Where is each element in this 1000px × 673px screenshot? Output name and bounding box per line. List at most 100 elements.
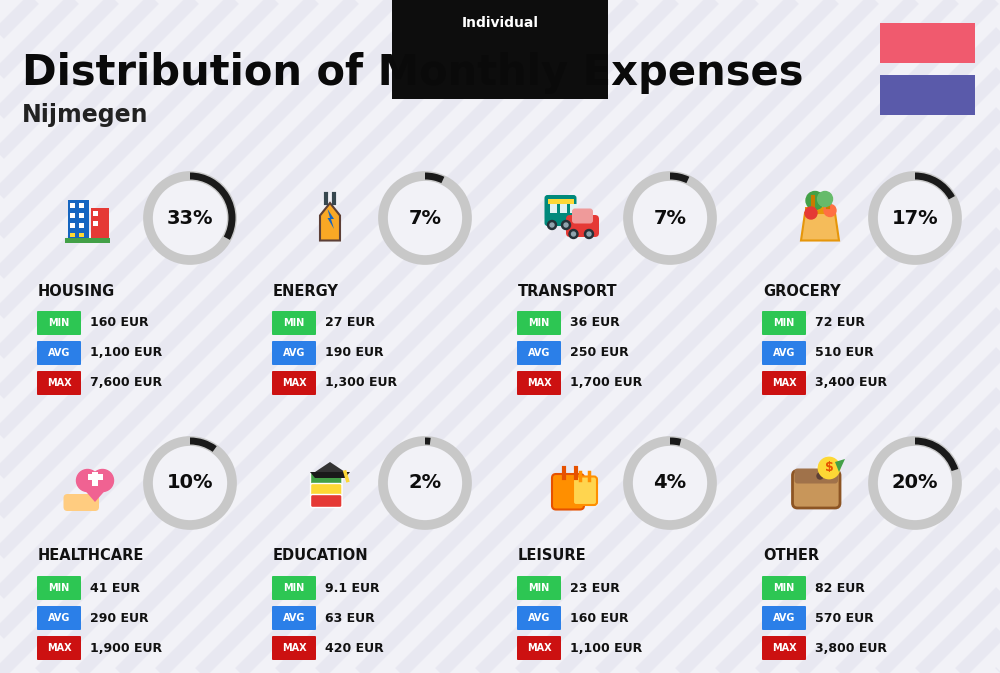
- FancyBboxPatch shape: [566, 215, 599, 237]
- Circle shape: [824, 205, 836, 217]
- Text: LEISURE: LEISURE: [518, 548, 587, 563]
- Text: 290 EUR: 290 EUR: [90, 612, 149, 625]
- Text: 250 EUR: 250 EUR: [570, 347, 629, 359]
- Text: 41 EUR: 41 EUR: [90, 581, 140, 594]
- FancyBboxPatch shape: [880, 23, 975, 63]
- Wedge shape: [425, 437, 431, 445]
- FancyBboxPatch shape: [548, 199, 574, 204]
- Text: MAX: MAX: [47, 378, 71, 388]
- Text: MAX: MAX: [772, 378, 796, 388]
- Text: HEALTHCARE: HEALTHCARE: [38, 548, 144, 563]
- Text: AVG: AVG: [773, 613, 795, 623]
- Polygon shape: [320, 203, 340, 240]
- Circle shape: [876, 180, 954, 256]
- Text: AVG: AVG: [773, 348, 795, 358]
- FancyBboxPatch shape: [79, 213, 84, 218]
- FancyBboxPatch shape: [794, 468, 838, 483]
- Text: MIN: MIN: [528, 583, 550, 593]
- FancyBboxPatch shape: [65, 238, 110, 243]
- Text: 63 EUR: 63 EUR: [325, 612, 375, 625]
- Circle shape: [386, 180, 464, 256]
- Text: 7%: 7%: [654, 209, 686, 227]
- Circle shape: [572, 232, 576, 236]
- FancyBboxPatch shape: [572, 209, 593, 223]
- Text: AVG: AVG: [283, 348, 305, 358]
- Polygon shape: [328, 209, 334, 229]
- Text: 1,100 EUR: 1,100 EUR: [90, 347, 162, 359]
- FancyBboxPatch shape: [93, 221, 98, 226]
- FancyBboxPatch shape: [517, 606, 561, 630]
- Text: 160 EUR: 160 EUR: [90, 316, 149, 330]
- Circle shape: [562, 221, 570, 229]
- FancyBboxPatch shape: [70, 223, 75, 228]
- FancyBboxPatch shape: [880, 75, 975, 115]
- Text: 23 EUR: 23 EUR: [570, 581, 620, 594]
- FancyBboxPatch shape: [517, 576, 561, 600]
- Wedge shape: [915, 172, 955, 199]
- Text: 160 EUR: 160 EUR: [570, 612, 629, 625]
- Text: ENERGY: ENERGY: [273, 283, 339, 299]
- Circle shape: [569, 229, 578, 238]
- Text: 1,900 EUR: 1,900 EUR: [90, 641, 162, 655]
- Circle shape: [587, 232, 591, 236]
- Text: 3,800 EUR: 3,800 EUR: [815, 641, 887, 655]
- FancyBboxPatch shape: [310, 495, 342, 507]
- Text: Distribution of Monthly Expenses: Distribution of Monthly Expenses: [22, 52, 804, 94]
- Text: MAX: MAX: [527, 643, 551, 653]
- Polygon shape: [801, 213, 839, 240]
- Text: 7,600 EUR: 7,600 EUR: [90, 376, 162, 390]
- Wedge shape: [425, 172, 444, 183]
- FancyBboxPatch shape: [552, 474, 584, 509]
- Text: 20%: 20%: [892, 474, 938, 493]
- FancyBboxPatch shape: [37, 311, 81, 335]
- FancyBboxPatch shape: [79, 232, 84, 237]
- Text: 4%: 4%: [653, 474, 687, 493]
- Text: 510 EUR: 510 EUR: [815, 347, 874, 359]
- Circle shape: [584, 229, 594, 238]
- Circle shape: [152, 444, 228, 522]
- Circle shape: [805, 207, 817, 219]
- FancyBboxPatch shape: [762, 576, 806, 600]
- Text: MIN: MIN: [773, 583, 795, 593]
- Circle shape: [818, 192, 832, 207]
- FancyBboxPatch shape: [762, 636, 806, 660]
- Text: MIN: MIN: [48, 583, 70, 593]
- FancyBboxPatch shape: [517, 371, 561, 395]
- FancyBboxPatch shape: [573, 476, 597, 505]
- Text: 1,100 EUR: 1,100 EUR: [570, 641, 642, 655]
- Text: EDUCATION: EDUCATION: [273, 548, 369, 563]
- Text: AVG: AVG: [283, 613, 305, 623]
- FancyBboxPatch shape: [310, 472, 342, 485]
- FancyBboxPatch shape: [37, 576, 81, 600]
- Text: MIN: MIN: [773, 318, 795, 328]
- FancyBboxPatch shape: [310, 483, 342, 497]
- Polygon shape: [835, 459, 845, 472]
- FancyBboxPatch shape: [550, 204, 557, 213]
- FancyBboxPatch shape: [70, 203, 75, 208]
- Wedge shape: [190, 172, 235, 240]
- Text: 1,300 EUR: 1,300 EUR: [325, 376, 397, 390]
- Circle shape: [632, 180, 708, 256]
- FancyBboxPatch shape: [805, 207, 835, 214]
- Wedge shape: [670, 437, 681, 446]
- FancyBboxPatch shape: [91, 208, 108, 240]
- Circle shape: [817, 473, 823, 479]
- FancyBboxPatch shape: [79, 203, 84, 208]
- Text: AVG: AVG: [528, 613, 550, 623]
- Polygon shape: [315, 462, 345, 472]
- Text: 17%: 17%: [892, 209, 938, 227]
- FancyBboxPatch shape: [272, 636, 316, 660]
- FancyBboxPatch shape: [37, 636, 81, 660]
- Text: AVG: AVG: [48, 613, 70, 623]
- Text: AVG: AVG: [528, 348, 550, 358]
- Text: 420 EUR: 420 EUR: [325, 641, 384, 655]
- Text: MIN: MIN: [283, 318, 305, 328]
- Polygon shape: [78, 482, 112, 502]
- FancyBboxPatch shape: [93, 211, 98, 216]
- Text: 27 EUR: 27 EUR: [325, 316, 375, 330]
- FancyBboxPatch shape: [517, 341, 561, 365]
- FancyBboxPatch shape: [792, 470, 840, 508]
- Text: OTHER: OTHER: [763, 548, 819, 563]
- Text: MIN: MIN: [283, 583, 305, 593]
- Text: HOUSING: HOUSING: [38, 283, 115, 299]
